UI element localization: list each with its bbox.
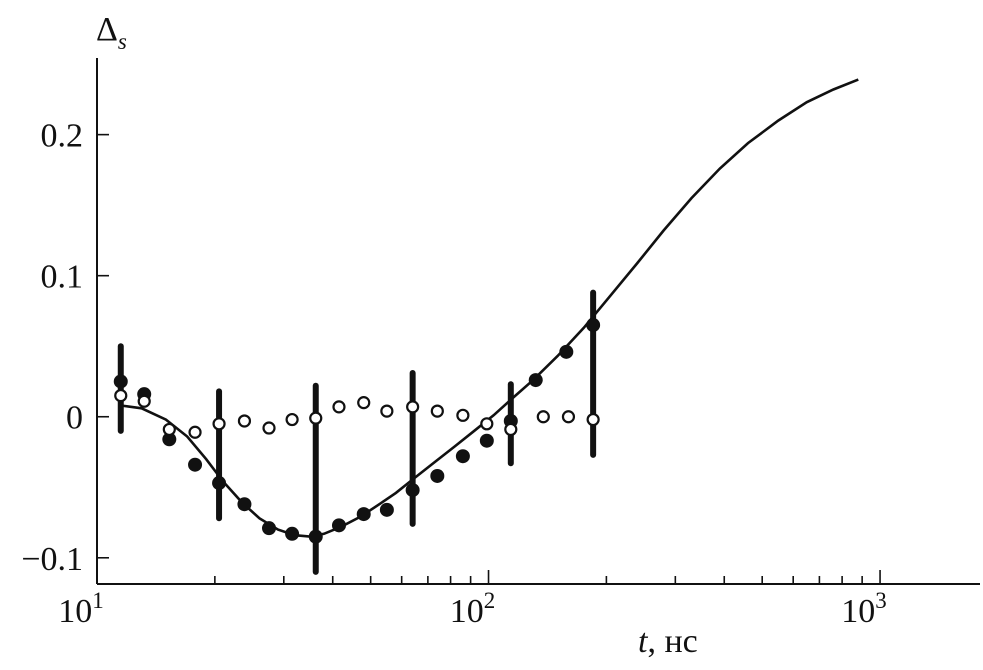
open-data-point	[536, 410, 550, 424]
filled-data-point	[262, 521, 277, 536]
y-tick-label: −0.1	[21, 541, 83, 578]
filled-data-point	[379, 502, 394, 517]
y-tick-label: 0	[66, 400, 83, 437]
x-axis: 101 102 103	[58, 570, 980, 630]
fit-curve-layer	[120, 78, 859, 538]
x-tick-label-base: 10	[450, 593, 484, 630]
x-tick-label-exponent: 1	[92, 588, 104, 613]
x-tick-label: 102	[450, 588, 496, 630]
open-data-point	[309, 411, 323, 425]
open-data-point	[114, 388, 128, 403]
open-data-point	[188, 425, 202, 439]
open-data-point	[561, 410, 576, 424]
filled-data-point	[479, 433, 494, 448]
open-data-point	[406, 400, 420, 414]
filled-data-point	[113, 374, 128, 389]
filled-data-point	[212, 476, 227, 491]
x-tick-label: 101	[58, 588, 104, 630]
filled-data-point	[430, 468, 445, 483]
open-data-point	[357, 396, 371, 410]
x-tick-label-base: 10	[58, 593, 92, 630]
filled-data-point	[162, 432, 177, 447]
y-tick-label: 0.1	[41, 259, 84, 296]
filled-data-point	[455, 449, 470, 464]
open-data-point	[137, 394, 151, 408]
filled-data-point	[237, 497, 252, 512]
fit-curve	[120, 78, 859, 538]
filled-data-point	[405, 483, 420, 498]
y-ticks: 0.2 0.1 0 −0.1	[21, 118, 109, 578]
x-tick-label-exponent: 3	[875, 588, 887, 613]
y-tick-label: 0.2	[41, 118, 84, 155]
x-ticks: 101 102 103	[58, 570, 887, 630]
filled-data-point	[188, 457, 203, 472]
filled-data-point	[356, 507, 371, 522]
filled-data-point	[559, 344, 574, 359]
open-data-point	[212, 417, 226, 431]
open-data-point	[237, 414, 252, 428]
y-axis: 0.2 0.1 0 −0.1	[21, 58, 109, 584]
filled-data-point	[331, 518, 346, 533]
open-data-point	[380, 404, 394, 418]
open-data-point	[285, 412, 299, 427]
y-axis-label-main: Δ	[96, 11, 118, 48]
x-tick-label: 103	[841, 588, 887, 630]
open-data-point	[456, 408, 470, 422]
x-tick-label-base: 10	[841, 593, 875, 630]
x-axis-label-unit: , нс	[647, 623, 697, 660]
open-data-point	[430, 404, 444, 418]
open-data-point	[480, 417, 494, 431]
x-tick-label-exponent: 2	[484, 588, 496, 613]
open-data-point	[162, 422, 176, 437]
x-axis-label-variable: t	[638, 623, 649, 660]
open-data-point	[504, 422, 518, 437]
open-data-point	[262, 421, 276, 435]
y-axis-label: Δs	[96, 11, 127, 54]
filled-data-point	[308, 529, 323, 544]
y-axis-label-subscript: s	[118, 29, 127, 54]
filled-data-point	[285, 526, 300, 541]
open-data-point	[332, 400, 346, 414]
open-data-point	[586, 412, 600, 427]
data-points	[113, 318, 601, 544]
filled-data-point	[586, 318, 601, 333]
x-axis-label: t, нс	[638, 623, 698, 660]
filled-data-point	[528, 373, 543, 388]
